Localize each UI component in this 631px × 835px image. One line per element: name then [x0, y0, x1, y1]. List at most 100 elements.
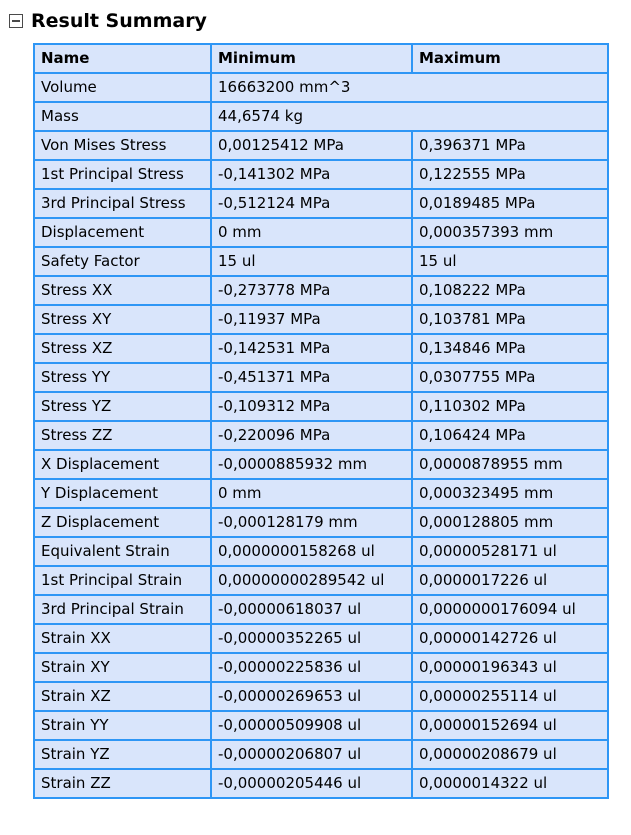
table-row: Strain XY -0,00000225836 ul 0,0000019634…: [33, 652, 609, 683]
table-row: Stress YY -0,451371 MPa 0,0307755 MPa: [33, 362, 609, 393]
table-header-row: Name Minimum Maximum: [33, 43, 609, 74]
table-row: Equivalent Strain 0,0000000158268 ul 0,0…: [33, 536, 609, 567]
table-row: Von Mises Stress 0,00125412 MPa 0,396371…: [33, 130, 609, 161]
row-min-cell: -0,00000206807 ul: [210, 739, 413, 770]
row-max-cell: 0,122555 MPa: [411, 159, 609, 190]
table-row: Stress ZZ -0,220096 MPa 0,106424 MPa: [33, 420, 609, 451]
row-max-cell: 0,0000017226 ul: [411, 565, 609, 596]
table-row: Stress XX -0,273778 MPa 0,108222 MPa: [33, 275, 609, 306]
result-summary-table: Name Minimum Maximum Volume 16663200 mm^…: [33, 43, 609, 799]
row-max-cell: 0,103781 MPa: [411, 304, 609, 335]
row-max-cell: 0,00000208679 ul: [411, 739, 609, 770]
table-row: Y Displacement 0 mm 0,000323495 mm: [33, 478, 609, 509]
table-row: Mass 44,6574 kg: [33, 101, 609, 132]
row-max-cell: 0,396371 MPa: [411, 130, 609, 161]
row-min-cell: -0,220096 MPa: [210, 420, 413, 451]
table-row: Stress XY -0,11937 MPa 0,103781 MPa: [33, 304, 609, 335]
row-min-cell: 15 ul: [210, 246, 413, 277]
table-row: Stress YZ -0,109312 MPa 0,110302 MPa: [33, 391, 609, 422]
row-name-cell: Safety Factor: [33, 246, 212, 277]
result-table-body: Volume 16663200 mm^3 Mass 44,6574 kg Von…: [33, 72, 609, 799]
row-name-cell: Mass: [33, 101, 212, 132]
collapse-section-icon[interactable]: [9, 14, 23, 28]
row-max-cell: 0,110302 MPa: [411, 391, 609, 422]
row-name-cell: Strain XX: [33, 623, 212, 654]
row-min-cell: -0,512124 MPa: [210, 188, 413, 219]
row-name-cell: Stress XX: [33, 275, 212, 306]
row-name-cell: 3rd Principal Stress: [33, 188, 212, 219]
row-name-cell: Stress ZZ: [33, 420, 212, 451]
table-row: Stress XZ -0,142531 MPa 0,134846 MPa: [33, 333, 609, 364]
table-row: Strain ZZ -0,00000205446 ul 0,0000014322…: [33, 768, 609, 799]
row-name-cell: Stress YY: [33, 362, 212, 393]
table-row: 3rd Principal Strain -0,00000618037 ul 0…: [33, 594, 609, 625]
row-max-cell: 0,00000152694 ul: [411, 710, 609, 741]
table-row: X Displacement -0,0000885932 mm 0,000087…: [33, 449, 609, 480]
row-max-cell: 0,134846 MPa: [411, 333, 609, 364]
row-min-cell: -0,00000225836 ul: [210, 652, 413, 683]
row-name-cell: 1st Principal Stress: [33, 159, 212, 190]
table-row: Strain YY -0,00000509908 ul 0,0000015269…: [33, 710, 609, 741]
table-row: Strain XZ -0,00000269653 ul 0,0000025511…: [33, 681, 609, 712]
table-row: Strain XX -0,00000352265 ul 0,0000014272…: [33, 623, 609, 654]
row-name-cell: Equivalent Strain: [33, 536, 212, 567]
row-min-cell: -0,000128179 mm: [210, 507, 413, 538]
table-row: 1st Principal Strain 0,00000000289542 ul…: [33, 565, 609, 596]
table-row: 3rd Principal Stress -0,512124 MPa 0,018…: [33, 188, 609, 219]
table-row: Strain YZ -0,00000206807 ul 0,0000020867…: [33, 739, 609, 770]
table-row: Z Displacement -0,000128179 mm 0,0001288…: [33, 507, 609, 538]
row-min-cell: 0 mm: [210, 217, 413, 248]
row-name-cell: Volume: [33, 72, 212, 103]
row-min-cell: -0,451371 MPa: [210, 362, 413, 393]
row-name-cell: 3rd Principal Strain: [33, 594, 212, 625]
row-name-cell: Strain ZZ: [33, 768, 212, 799]
row-name-cell: 1st Principal Strain: [33, 565, 212, 596]
row-max-cell: 0,000128805 mm: [411, 507, 609, 538]
row-name-cell: Z Displacement: [33, 507, 212, 538]
row-name-cell: Strain YY: [33, 710, 212, 741]
row-max-cell: 0,00000196343 ul: [411, 652, 609, 683]
row-min-cell: -0,00000205446 ul: [210, 768, 413, 799]
row-name-cell: Stress YZ: [33, 391, 212, 422]
table-row: 1st Principal Stress -0,141302 MPa 0,122…: [33, 159, 609, 190]
row-min-cell: -0,00000269653 ul: [210, 681, 413, 712]
row-name-cell: Strain XY: [33, 652, 212, 683]
row-min-cell: 44,6574 kg: [210, 101, 609, 132]
row-min-cell: 0,00125412 MPa: [210, 130, 413, 161]
column-header-maximum: Maximum: [411, 43, 609, 74]
section-title: Result Summary: [31, 10, 207, 32]
row-min-cell: -0,0000885932 mm: [210, 449, 413, 480]
row-min-cell: -0,00000509908 ul: [210, 710, 413, 741]
table-row: Volume 16663200 mm^3: [33, 72, 609, 103]
column-header-minimum: Minimum: [210, 43, 413, 74]
row-max-cell: 0,108222 MPa: [411, 275, 609, 306]
row-min-cell: -0,273778 MPa: [210, 275, 413, 306]
table-row: Displacement 0 mm 0,000357393 mm: [33, 217, 609, 248]
row-name-cell: X Displacement: [33, 449, 212, 480]
row-max-cell: 0,0000014322 ul: [411, 768, 609, 799]
row-max-cell: 0,00000528171 ul: [411, 536, 609, 567]
row-max-cell: 0,000357393 mm: [411, 217, 609, 248]
row-min-cell: 0 mm: [210, 478, 413, 509]
row-min-cell: -0,00000352265 ul: [210, 623, 413, 654]
row-name-cell: Stress XZ: [33, 333, 212, 364]
row-name-cell: Y Displacement: [33, 478, 212, 509]
row-min-cell: -0,109312 MPa: [210, 391, 413, 422]
row-min-cell: -0,11937 MPa: [210, 304, 413, 335]
row-min-cell: 16663200 mm^3: [210, 72, 609, 103]
column-header-name: Name: [33, 43, 212, 74]
row-min-cell: 0,00000000289542 ul: [210, 565, 413, 596]
row-min-cell: -0,00000618037 ul: [210, 594, 413, 625]
row-name-cell: Strain YZ: [33, 739, 212, 770]
section-header: Result Summary: [0, 0, 631, 32]
row-name-cell: Von Mises Stress: [33, 130, 212, 161]
row-name-cell: Displacement: [33, 217, 212, 248]
row-name-cell: Stress XY: [33, 304, 212, 335]
row-max-cell: 0,0189485 MPa: [411, 188, 609, 219]
row-max-cell: 15 ul: [411, 246, 609, 277]
row-max-cell: 0,0000878955 mm: [411, 449, 609, 480]
table-row: Safety Factor 15 ul 15 ul: [33, 246, 609, 277]
row-max-cell: 0,000323495 mm: [411, 478, 609, 509]
row-min-cell: -0,141302 MPa: [210, 159, 413, 190]
row-max-cell: 0,0000000176094 ul: [411, 594, 609, 625]
